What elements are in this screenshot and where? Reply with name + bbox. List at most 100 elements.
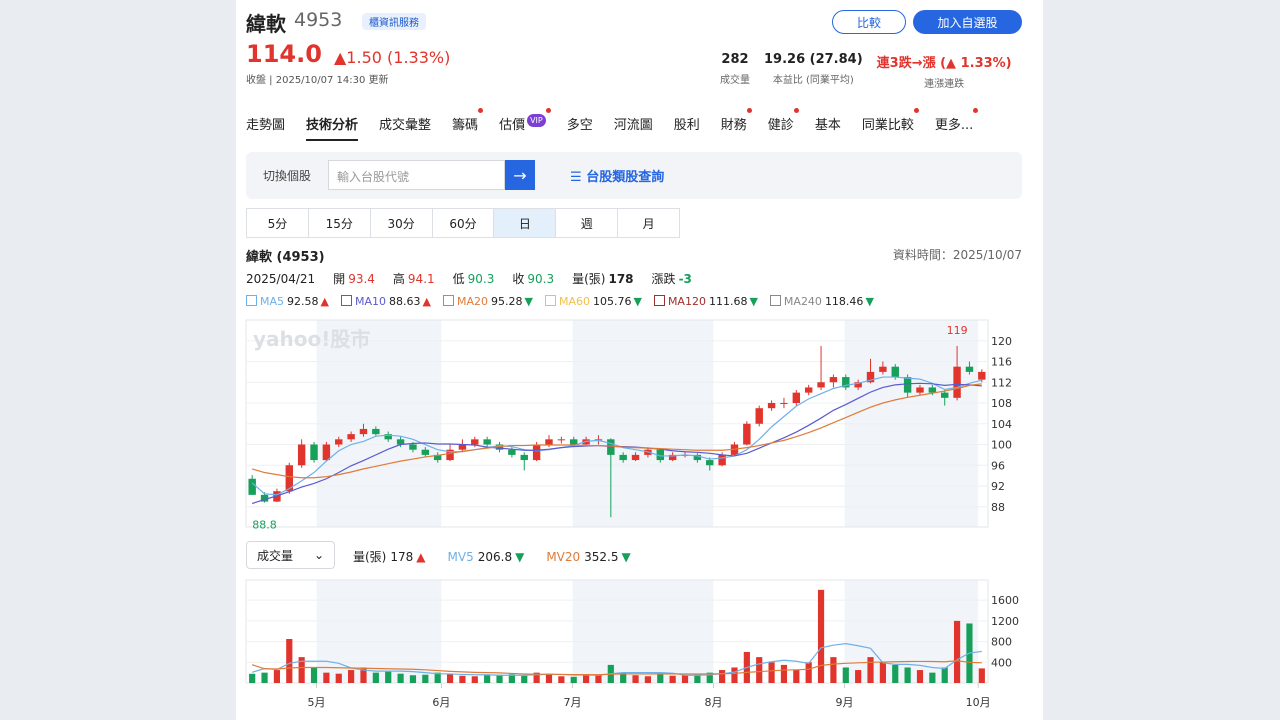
category-link[interactable]: ☰ 台股類股查詢 bbox=[570, 170, 665, 185]
tab-label[interactable]: 多空 bbox=[566, 118, 593, 133]
chart-title: 緯軟 (4953) bbox=[246, 250, 325, 265]
period-button[interactable]: 30分 bbox=[371, 209, 433, 237]
ma-value: 105.76 bbox=[592, 295, 632, 308]
volume-bar bbox=[904, 667, 911, 683]
tab[interactable]: 多空 bbox=[567, 114, 593, 141]
checkbox[interactable] bbox=[246, 295, 257, 306]
industry-badge[interactable]: 櫃資訊服務 bbox=[362, 13, 426, 30]
volume-bar bbox=[929, 672, 936, 683]
checkbox[interactable] bbox=[544, 295, 556, 306]
y-tick-label: 96 bbox=[991, 459, 1005, 472]
tab-label[interactable]: 籌碼 bbox=[452, 118, 479, 133]
watermark: yahoo!股市 bbox=[253, 327, 370, 351]
info-date: 2025/04/21 bbox=[246, 271, 316, 286]
ma-item[interactable]: MA10 88.63 ▲ bbox=[340, 295, 431, 308]
search-input[interactable]: 輸入台股代號 bbox=[328, 160, 505, 190]
period-button[interactable]: 月 bbox=[642, 216, 655, 231]
tab[interactable]: 同業比較 bbox=[861, 108, 919, 141]
info-value: 90.3 bbox=[467, 272, 495, 286]
checkbox[interactable] bbox=[769, 295, 781, 306]
candle-body bbox=[421, 449, 430, 455]
ma-item[interactable]: MA240 118.46 ▼ bbox=[769, 295, 874, 308]
period-button[interactable]: 週 bbox=[556, 209, 619, 237]
tab[interactable]: 籌碼 bbox=[452, 108, 484, 141]
info-field: 漲跌 -3 bbox=[652, 270, 692, 287]
tab-label[interactable]: 成交彙整 bbox=[379, 118, 432, 133]
tab[interactable]: 基本 bbox=[815, 114, 841, 141]
candle-body bbox=[916, 387, 924, 393]
candle-body bbox=[433, 454, 442, 461]
ma-item[interactable]: MA20 95.28 ▼ bbox=[442, 295, 533, 308]
tab-label[interactable]: 河流圖 bbox=[613, 118, 653, 133]
volume-bar bbox=[731, 667, 738, 683]
indicator-dropdown[interactable]: 成交量 ⌄ bbox=[246, 541, 335, 569]
tab[interactable]: 健診 bbox=[767, 108, 799, 141]
tab[interactable]: 更多... bbox=[934, 108, 979, 141]
candle-body bbox=[248, 478, 256, 495]
price-change: ▲1.50 (1.33%) bbox=[334, 48, 451, 67]
candle-body bbox=[335, 439, 343, 445]
volume-bar bbox=[508, 674, 515, 683]
checkbox[interactable] bbox=[653, 295, 665, 306]
candle-body bbox=[570, 439, 578, 445]
tab-label[interactable]: 財務 bbox=[720, 118, 747, 133]
search-button[interactable]: → bbox=[505, 160, 535, 190]
volume-bar bbox=[595, 674, 602, 683]
period-button[interactable]: 60分 bbox=[433, 209, 495, 237]
y-tick-label: 104 bbox=[991, 418, 1012, 431]
tab-label[interactable]: 股利 bbox=[673, 118, 700, 133]
candle-body bbox=[767, 403, 776, 409]
period-button[interactable]: 15分 bbox=[309, 209, 371, 237]
candle-body bbox=[483, 439, 491, 445]
volume-bar bbox=[323, 672, 330, 683]
volume-bar bbox=[916, 670, 924, 683]
candle-body bbox=[471, 439, 479, 445]
tab-label[interactable]: 同業比較 bbox=[861, 118, 914, 133]
candle-body bbox=[260, 494, 269, 502]
tab-label[interactable]: 基本 bbox=[814, 118, 841, 133]
tab-label[interactable]: 走勢圖 bbox=[246, 118, 286, 133]
checkbox[interactable] bbox=[340, 295, 352, 306]
candle-body bbox=[384, 434, 392, 440]
period-button[interactable]: 5分 bbox=[247, 209, 309, 237]
watchlist-button[interactable]: 加入自選股 bbox=[913, 10, 1022, 34]
info-field: 量(張) 178 bbox=[572, 270, 633, 287]
tab[interactable]: 成交彙整 bbox=[379, 114, 431, 141]
tab[interactable]: 估價 VIP bbox=[499, 108, 551, 141]
tab-label[interactable]: 更多... bbox=[934, 118, 974, 133]
tab[interactable]: 股利 bbox=[674, 114, 700, 141]
tab-label[interactable]: 估價 bbox=[499, 118, 526, 133]
volume-bar bbox=[855, 670, 862, 683]
tab-label[interactable]: 技術分析 bbox=[306, 118, 359, 133]
volume-bar bbox=[273, 670, 281, 683]
ohlc-info: 2025/04/21 開 93.4 高 94.1 低 90.3 收 90.3 量(張) 178 漲跌 -… bbox=[246, 270, 692, 287]
candle-body bbox=[953, 366, 961, 398]
x-tick-label: 10月 bbox=[966, 696, 991, 709]
tab-label[interactable]: 健診 bbox=[767, 118, 794, 133]
compare-button[interactable]: 比較 bbox=[832, 10, 906, 34]
y-tick-label: 88 bbox=[991, 501, 1005, 514]
period-button[interactable]: 日 bbox=[494, 209, 557, 237]
checkbox[interactable] bbox=[442, 295, 454, 306]
ma-item[interactable]: MA60 105.76 ▼ bbox=[544, 295, 642, 308]
tab[interactable]: 財務 bbox=[720, 108, 752, 141]
ma-value: 92.58 bbox=[287, 295, 319, 308]
dropdown-text[interactable]: 成交量 bbox=[257, 548, 294, 563]
price: 114.0 bbox=[246, 40, 322, 68]
candle-body bbox=[359, 428, 368, 435]
y-tick-label: 1200 bbox=[991, 615, 1019, 628]
candle-body bbox=[347, 434, 355, 440]
category-link-text[interactable]: 台股類股查詢 bbox=[586, 170, 665, 185]
ma-value: 118.46 bbox=[824, 295, 864, 308]
candle-body bbox=[817, 382, 825, 388]
ma-name: MA120 bbox=[667, 295, 706, 308]
tab[interactable]: 走勢圖 bbox=[246, 114, 285, 141]
tab[interactable]: 技術分析 bbox=[306, 114, 359, 141]
volume-bar bbox=[953, 620, 961, 683]
info-field: 低 90.3 bbox=[453, 270, 495, 287]
ma-item[interactable]: MA5 92.58 ▲ bbox=[246, 295, 329, 308]
tab[interactable]: 河流圖 bbox=[614, 114, 653, 141]
month-band bbox=[572, 580, 714, 683]
ma-item[interactable]: MA120 111.68 ▼ bbox=[653, 295, 758, 308]
volume-bar bbox=[496, 674, 503, 683]
